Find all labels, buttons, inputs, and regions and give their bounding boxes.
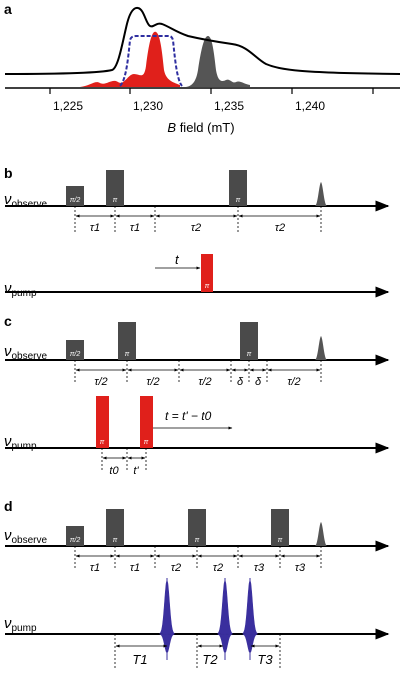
pump-pulse-c-2	[140, 396, 153, 448]
timing-markers-d	[74, 546, 322, 570]
x-axis-label: B field (mT)	[167, 120, 234, 135]
interval-label-c-3: τ/2	[198, 376, 211, 388]
timing-markers-b	[74, 206, 322, 232]
x-axis-ticks: 1,225 1,230 1,235 1,240	[49, 88, 374, 113]
pi-half-pulse-c	[66, 340, 84, 360]
pi-half-pulse-d	[66, 526, 84, 546]
interval-label-d-5: τ3	[254, 562, 265, 574]
interval-label-b-2: τ1	[130, 222, 140, 234]
red-spectrum	[80, 31, 180, 87]
pi-pulse-d-2	[188, 509, 206, 546]
echo-b	[315, 182, 327, 206]
interval-label-d-6: τ3	[295, 562, 306, 574]
timing-markers-c	[74, 360, 322, 384]
T1-label: T1	[132, 652, 147, 667]
pulse-label-c-3: π	[247, 351, 252, 358]
observe-channel-label-c: νobserve	[4, 343, 48, 362]
esr-spectrum	[4, 6, 401, 75]
pump-channel-label-b: νpump	[4, 280, 37, 299]
pi-pulse-b-1	[106, 170, 124, 206]
pulse-label-d-1: π/2	[70, 537, 81, 544]
interval-label-b-4: τ2	[275, 222, 285, 234]
echo-c	[315, 336, 327, 360]
pi-half-pulse-b	[66, 186, 84, 206]
observe-channel-label-d: νobserve	[4, 527, 48, 546]
excitation-window	[119, 35, 183, 87]
interval-label-d-3: τ2	[171, 562, 181, 574]
pulse-label-b-3: π	[236, 197, 241, 204]
t0-label-c: t0	[109, 465, 119, 477]
panel-letter-b: b	[4, 165, 13, 181]
panel-letter-c: c	[4, 313, 12, 329]
interval-label-b-1: τ1	[90, 222, 100, 234]
interval-label-d-4: τ2	[213, 562, 223, 574]
interval-label-d-2: τ1	[130, 562, 140, 574]
grey-spectrum	[186, 36, 250, 87]
panel-b: b νobserve π/2 π π τ1 τ1 τ2 τ2 νpump π	[4, 165, 390, 299]
pulse-label-c-2: π	[125, 351, 130, 358]
t-equation-c: t = t' − t0	[165, 409, 212, 423]
interval-label-c-4: δ	[237, 376, 244, 388]
panel-letter-a: a	[4, 1, 12, 17]
T3-label: T3	[257, 652, 273, 667]
echo-d	[315, 522, 327, 546]
interval-label-b-3: τ2	[191, 222, 201, 234]
interval-label-c-6: τ/2	[287, 376, 300, 388]
interval-label-d-1: τ1	[90, 562, 100, 574]
panel-a: a 1,225 1,230 1,235 1,240 B field (mT)	[4, 1, 401, 135]
panel-d: d νobserve π/2 π π π τ1 τ1 τ2 τ2 τ3	[4, 498, 390, 670]
panel-letter-d: d	[4, 498, 13, 514]
pulse-label-d-3: π	[195, 537, 200, 544]
pump-pulse-b	[201, 254, 213, 292]
pump-pulse-label-c-1: π	[100, 439, 105, 446]
T2-label: T2	[202, 652, 218, 667]
x-tick-label: 1,235	[214, 99, 244, 113]
pump-timing-markers-d	[114, 634, 281, 670]
t-label-b: t	[175, 252, 180, 267]
interval-label-c-1: τ/2	[94, 376, 107, 388]
pi-pulse-c-2	[240, 322, 258, 360]
pulse-label-d-2: π	[113, 537, 118, 544]
panel-c: c νobserve π/2 π π τ/2 τ/2 τ/2 δ δ τ/2	[4, 313, 390, 477]
pump-pulse-label-c-2: π	[144, 439, 149, 446]
observe-channel-label-b: νobserve	[4, 191, 48, 210]
pulse-label-b-2: π	[113, 197, 118, 204]
pi-pulse-d-1	[106, 509, 124, 546]
chirp-pulses-d	[159, 578, 258, 660]
pi-pulse-d-3	[271, 509, 289, 546]
x-tick-label: 1,225	[53, 99, 83, 113]
pump-pulse-label-b: π	[205, 283, 210, 290]
pump-channel-label-d: νpump	[4, 615, 37, 634]
pulse-label-b-1: π/2	[70, 197, 81, 204]
pump-pulse-c-1	[96, 396, 109, 448]
interval-label-c-2: τ/2	[146, 376, 159, 388]
pump-channel-label-c: νpump	[4, 433, 37, 452]
x-tick-label: 1,240	[295, 99, 325, 113]
interval-label-c-5: δ	[255, 376, 262, 388]
pi-pulse-b-2	[229, 170, 247, 206]
x-tick-label: 1,230	[133, 99, 163, 113]
tprime-label-c: t'	[133, 465, 139, 477]
pulse-label-c-1: π/2	[70, 351, 81, 358]
pi-pulse-c-1	[118, 322, 136, 360]
pulse-label-d-4: π	[278, 537, 283, 544]
